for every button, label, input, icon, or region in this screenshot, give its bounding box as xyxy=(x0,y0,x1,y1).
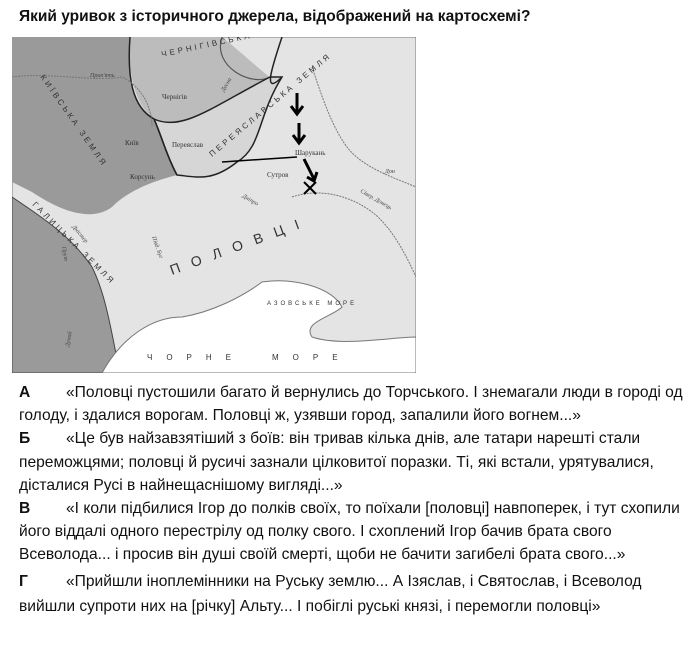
option-letter: Б xyxy=(19,430,31,448)
option-letter: В xyxy=(19,500,31,518)
option-a[interactable]: А «Половці пустошили багато й вернулись д… xyxy=(19,381,689,427)
option-g[interactable]: Г «Прийшли іноплемінники на Руську землю.… xyxy=(19,569,689,619)
svg-text:Прип'ять: Прип'ять xyxy=(89,73,115,79)
option-text: «Це був найзавзятіший з боїв: він тривав… xyxy=(19,430,654,494)
question-title: Який уривок з історичного джерела, відоб… xyxy=(19,8,531,25)
chernihiv-land xyxy=(129,37,270,134)
svg-text:Сутров: Сутров xyxy=(267,171,289,179)
option-letter: А xyxy=(19,384,31,401)
svg-text:Дон: Дон xyxy=(384,169,395,175)
svg-text:ЧОРНЕ: ЧОРНЕ xyxy=(147,353,245,362)
svg-text:АЗОВСЬКЕ МОРЕ: АЗОВСЬКЕ МОРЕ xyxy=(267,301,357,307)
answer-options: А «Половці пустошили багато й вернулись д… xyxy=(19,381,689,619)
svg-text:Київ: Київ xyxy=(125,139,139,147)
option-text: «Прийшли іноплемінники на Руську землю..… xyxy=(19,572,642,615)
svg-text:Дунай: Дунай xyxy=(64,331,74,348)
svg-text:Шарукань: Шарукань xyxy=(295,149,325,157)
svg-text:Чернігів: Чернігів xyxy=(162,93,188,101)
historical-map: КИЇВСЬКА ЗЕМЛЯ ЧЕРНІГІВСЬКА ЗЕМЛЯ ПЕРЕЯС… xyxy=(12,37,416,373)
svg-text:МОРЕ: МОРЕ xyxy=(272,353,352,362)
kyiv-land xyxy=(12,37,177,215)
option-b[interactable]: Б «Це був найзавзятіший з боїв: він трива… xyxy=(19,427,689,497)
svg-text:Переяслав: Переяслав xyxy=(172,141,204,149)
option-letter: Г xyxy=(19,572,28,590)
svg-text:Корсунь: Корсунь xyxy=(130,173,155,181)
option-text: «І коли підбилися Ігор до полків своїх, … xyxy=(19,500,680,564)
option-v[interactable]: В «І коли підбилися Ігор до полків своїх,… xyxy=(19,497,689,567)
option-text: «Половці пустошили багато й вернулись до… xyxy=(19,384,683,425)
svg-text:Прут: Прут xyxy=(60,245,69,262)
campaign-arrows xyxy=(221,93,319,184)
sea xyxy=(101,280,416,373)
battle-icon xyxy=(303,181,317,195)
